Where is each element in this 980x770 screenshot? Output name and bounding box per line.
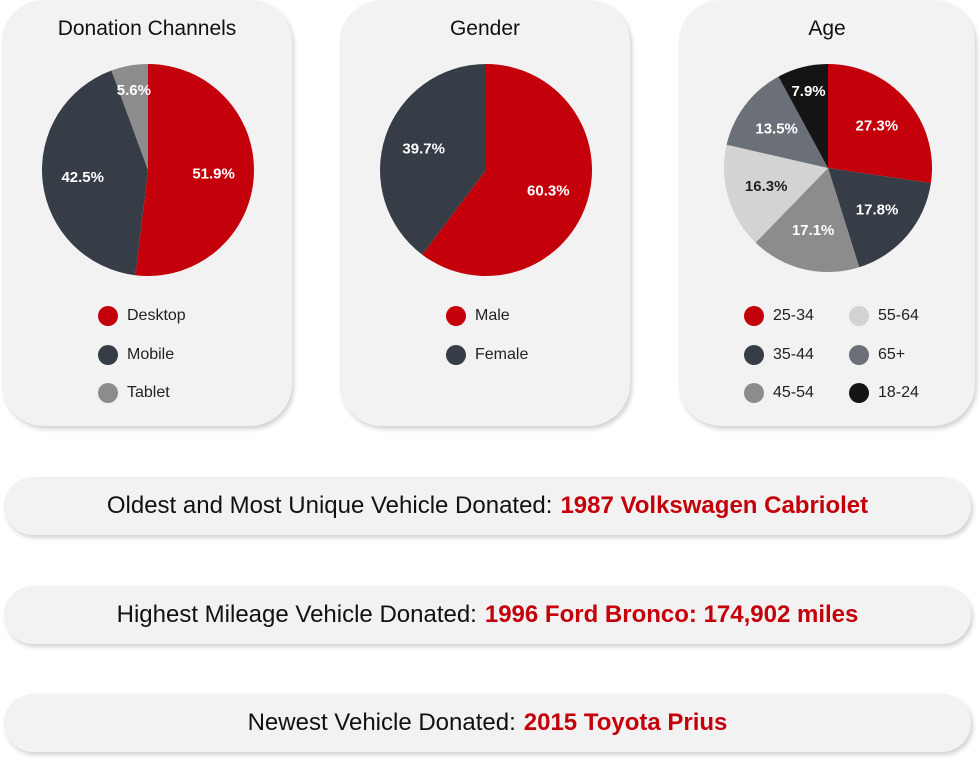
legend-swatch [849,306,869,326]
legend-swatch [98,306,118,326]
slice-value-label: 42.5% [61,169,104,186]
chart-title: Age [808,17,846,40]
legend-item-45-54: 45-54 [744,382,814,404]
chart-title: Gender [449,17,521,40]
legend-swatch [744,344,764,365]
legend-item-female: Female [446,344,528,366]
donation-channels-legend: Desktop Mobile Tablet [2,0,292,426]
banner-label: Newest Vehicle Donated: [247,709,516,736]
newest-vehicle-banner: Newest Vehicle Donated: 2015 Toyota Priu… [4,694,971,752]
donation-channels-card: Donation Channels 51.9% 42.5% 5.6% Desktop… [2,0,292,426]
legend-label: Mobile [127,345,175,363]
legend-item-18-24: 18-24 [849,382,919,404]
age-pie: 27.3% 17.8% 17.1% 16.3% 13.5% 7.9% [724,64,932,272]
slice-value-label: 5.6% [117,82,151,99]
banner-value: 1987 Volkswagen Cabriolet [560,492,869,519]
legend-label: Desktop [127,307,186,324]
age-legend: 25-34 35-44 45-54 55-64 65+ 18-24 [679,0,975,426]
pie-slice-65 [726,76,828,168]
pie-slice-25-34 [828,64,932,184]
legend-item-male: Male [446,305,510,327]
legend-swatch [446,344,466,365]
age-card: Age 27.3% 17.8% 17.1% 16.3% 13.5% 7.9% 25-34 3… [679,0,975,426]
pie-slice-18-24 [778,64,828,168]
oldest-vehicle-banner: Oldest and Most Unique Vehicle Donated: … [4,477,971,535]
donation-channels-pie: 51.9% 42.5% 5.6% [42,64,255,276]
gender-pie: 60.3% 39.7% [380,64,592,276]
pie-slice-35-44 [828,168,931,268]
legend-item-35-44: 35-44 [744,344,814,366]
pie-slice-45-54 [755,168,860,272]
gender-legend: Male Female [340,0,630,426]
slice-value-label: 16.3% [745,178,788,195]
highest-mileage-banner: Highest Mileage Vehicle Donated: 1996 Fo… [4,586,971,644]
legend-swatch [446,306,466,326]
gender-card: Gender 60.3% 39.7% Male Female [340,0,630,426]
legend-label: Female [475,345,529,363]
legend-swatch [744,306,764,326]
legend-swatch [849,344,869,365]
legend-label: 45-54 [773,384,814,401]
slice-value-label: 17.8% [856,201,899,218]
slice-value-label: 39.7% [402,141,445,158]
legend-label: 25-34 [773,307,814,324]
legend-item-desktop: Desktop [98,305,186,327]
legend-label: 35-44 [773,345,814,363]
legend-label: Male [475,307,510,324]
legend-label: 18-24 [878,384,919,401]
slice-value-label: 27.3% [856,117,899,134]
banner-value: 1996 Ford Bronco: 174,902 miles [484,601,859,628]
legend-swatch [744,383,764,403]
legend-item-25-34: 25-34 [744,305,814,327]
legend-swatch [849,383,869,403]
slice-value-label: 17.1% [792,222,835,239]
legend-item-65: 65+ [849,344,905,366]
legend-swatch [98,344,118,365]
legend-label: Tablet [127,384,170,401]
legend-label: 65+ [878,345,906,363]
slice-value-label: 60.3% [527,182,570,199]
pie-slice-tablet [111,64,148,170]
banner-value: 2015 Toyota Prius [523,709,728,736]
legend-swatch [98,383,118,403]
legend-item-tablet: Tablet [98,382,170,404]
pie-slice-desktop [135,64,255,276]
legend-item-mobile: Mobile [98,344,174,366]
banner-label: Highest Mileage Vehicle Donated: [116,601,477,628]
pie-slice-male [422,64,592,276]
slice-value-label: 51.9% [192,165,235,182]
chart-title: Donation Channels [57,17,237,40]
pie-slice-female [380,64,486,255]
legend-item-55-64: 55-64 [849,305,919,327]
pie-slice-mobile [42,70,149,276]
legend-label: 55-64 [878,307,919,324]
slice-value-label: 7.9% [791,83,825,100]
slice-value-label: 13.5% [755,121,798,138]
pie-slice-55-64 [724,144,828,243]
banner-label: Oldest and Most Unique Vehicle Donated: [106,492,553,519]
